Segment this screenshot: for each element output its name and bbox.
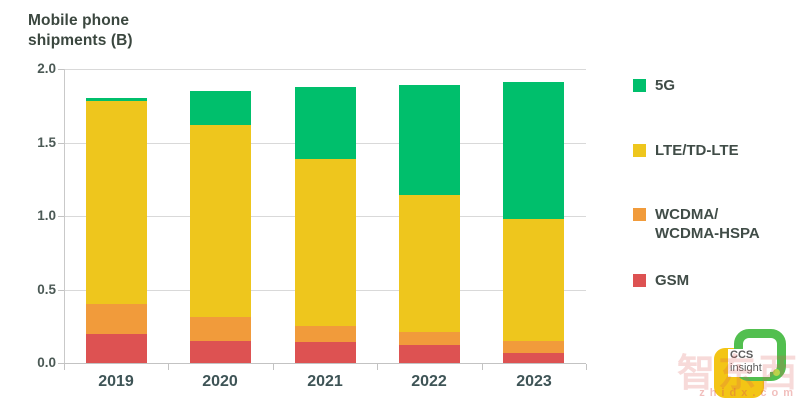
legend-swatch-wcdma-wcdma-hspa [633, 208, 646, 221]
logo-text-line1: CCS [730, 349, 754, 361]
x-tick-label-2022: 2022 [411, 373, 447, 390]
legend-label-lte-td-lte: LTE/TD-LTE [655, 142, 739, 159]
bar-segment-lte-td-lte-2020 [190, 124, 251, 318]
legend-item-5g: 5G [633, 76, 675, 95]
bar-segment-wcdma-wcdma-hspa-2022 [399, 332, 460, 346]
legend-item-gsm: GSM [633, 271, 689, 290]
ccs-insight-logo: CCS insight [714, 329, 786, 400]
x-tick-label-2021: 2021 [307, 373, 343, 390]
y-tick-label-1-5: 1.5 [37, 135, 56, 150]
bar-segment-5g-2023 [503, 82, 564, 219]
legend-swatch-lte-td-lte [633, 144, 646, 157]
bar-segment-gsm-2021 [295, 342, 356, 363]
logo-lens-dot [773, 369, 780, 376]
bar-segment-gsm-2022 [399, 345, 460, 363]
x-axis-tick [273, 364, 274, 370]
bar-segment-wcdma-wcdma-hspa-2019 [86, 304, 147, 334]
bar-segment-lte-td-lte-2021 [295, 158, 356, 327]
x-tick-label-2020: 2020 [202, 373, 238, 390]
watermark-chinese-text: 智东西 [676, 353, 800, 395]
legend-swatch-5g [633, 79, 646, 92]
logo-text-line2: insight [730, 362, 762, 374]
x-tick-label-2019: 2019 [98, 373, 134, 390]
x-axis-line [64, 363, 586, 364]
y-axis-tick [58, 216, 64, 217]
logo-text: CCS insight [730, 349, 762, 375]
bar-segment-5g-2021 [295, 86, 356, 159]
brand-corner: CCS insight 智东西 zhidx.com [676, 316, 800, 405]
y-axis-tick [58, 363, 64, 364]
bar-segment-lte-td-lte-2019 [86, 101, 147, 305]
watermark-url-text: zhidx.com [699, 387, 798, 399]
x-tick-label-2023: 2023 [516, 373, 552, 390]
x-axis-tick [168, 364, 169, 370]
y-tick-label-0-5: 0.5 [37, 282, 56, 297]
y-tick-label-0-0: 0.0 [37, 355, 56, 370]
y-axis-line [64, 69, 65, 363]
bar-segment-wcdma-wcdma-hspa-2023 [503, 340, 564, 353]
bar-segment-lte-td-lte-2022 [399, 195, 460, 333]
bar-segment-gsm-2020 [190, 340, 251, 363]
legend-item-lte-td-lte: LTE/TD-LTE [633, 141, 739, 160]
legend-swatch-gsm [633, 274, 646, 287]
x-axis-tick [377, 364, 378, 370]
x-axis-tick [586, 364, 587, 370]
y-tick-label-1-0: 1.0 [37, 208, 56, 223]
legend: 5G LTE/TD-LTE WCDMA/ WCDMA-HSPA GSM [633, 70, 797, 310]
y-axis-tick [58, 69, 64, 70]
legend-item-wcdma-wcdma-hspa: WCDMA/ WCDMA-HSPA [633, 205, 760, 243]
x-axis-tick [482, 364, 483, 370]
bar-segment-5g-2020 [190, 91, 251, 125]
chart-title: Mobile phone shipments (B) [28, 12, 133, 49]
y-tick-label-2-0: 2.0 [37, 61, 56, 76]
bar-segment-gsm-2019 [86, 333, 147, 363]
legend-label-5g: 5G [655, 77, 676, 94]
bar-segment-5g-2019 [86, 98, 147, 102]
bar-segment-lte-td-lte-2023 [503, 218, 564, 341]
bar-segment-5g-2022 [399, 85, 460, 196]
x-axis-tick [64, 364, 65, 370]
legend-label-wcdma-wcdma-hspa: WCDMA/ WCDMA-HSPA [655, 206, 760, 242]
legend-label-gsm: GSM [655, 272, 690, 289]
bar-segment-wcdma-wcdma-hspa-2021 [295, 326, 356, 343]
bar-segment-gsm-2023 [503, 352, 564, 363]
bar-segment-wcdma-wcdma-hspa-2020 [190, 317, 251, 341]
y-axis-tick [58, 290, 64, 291]
logo-text-backdrop [728, 349, 770, 377]
y-axis-tick [58, 143, 64, 144]
gridline [64, 69, 586, 70]
